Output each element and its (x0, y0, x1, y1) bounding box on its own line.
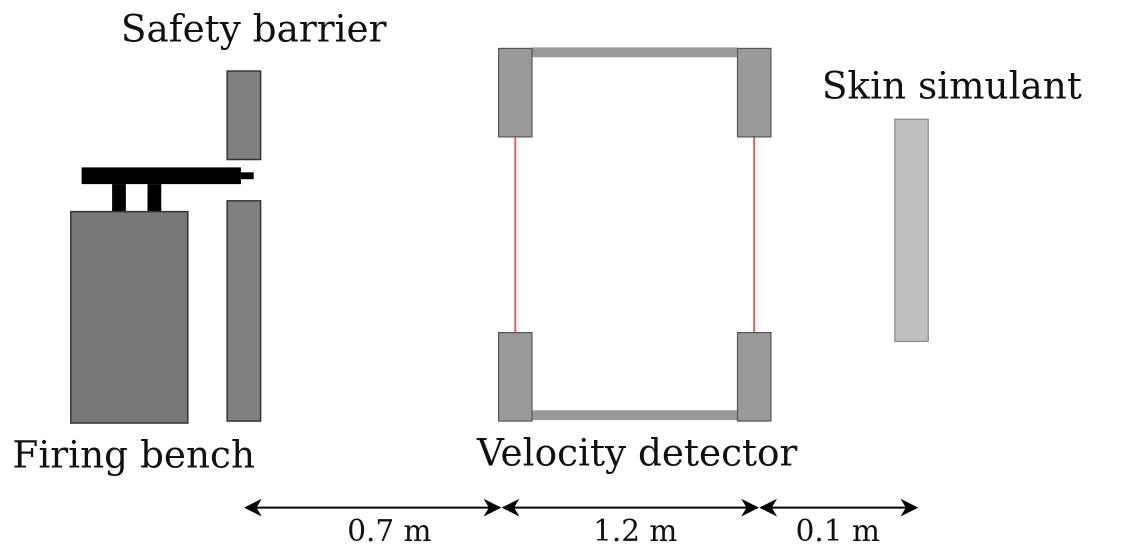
sensor (736, 332, 772, 422)
sensor (736, 47, 772, 138)
frame-bar (531, 47, 738, 58)
gun-leg (112, 184, 126, 212)
sensor (497, 47, 533, 138)
barrier-top (226, 70, 262, 161)
barrier-bottom (226, 200, 262, 422)
distance-label: 0.1 m (796, 514, 880, 548)
label: Safety barrier (121, 7, 387, 51)
sensor (497, 332, 533, 422)
bench (70, 210, 189, 424)
label: Skin simulant (822, 64, 1082, 108)
label: Firing bench (12, 432, 255, 476)
skin-simulant (894, 118, 929, 343)
frame-bar (531, 410, 738, 421)
gun-leg (147, 184, 162, 212)
distance-label: 0.7 m (347, 514, 431, 548)
distance-label: 1.2 m (593, 514, 677, 548)
gun-nozzle (240, 172, 254, 180)
gun-barrel (81, 167, 241, 185)
label: Velocity detector (476, 430, 798, 474)
